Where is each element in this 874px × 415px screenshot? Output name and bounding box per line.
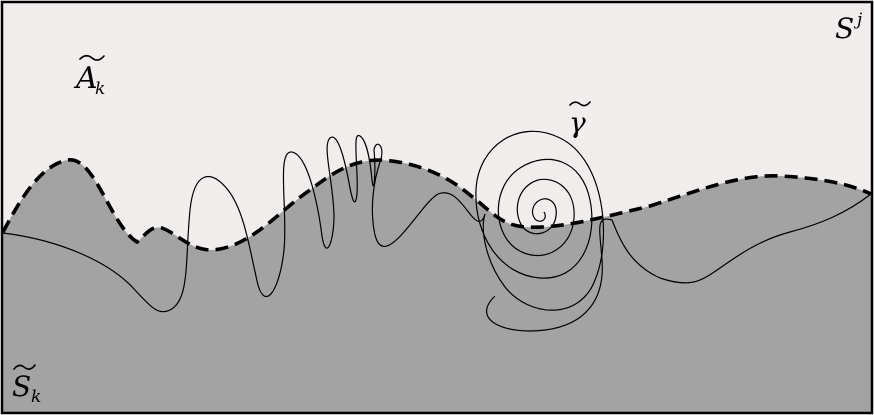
label-curve-base: γ	[569, 106, 586, 139]
label-upper-sub: k	[95, 79, 105, 99]
label-lower-region: S k	[12, 364, 41, 407]
tilde-mark-curve	[569, 101, 591, 107]
label-upper-base: A	[73, 61, 98, 96]
label-upper-region: A k	[73, 54, 105, 99]
region-boundary	[1, 158, 872, 252]
label-ambient-space: S j	[835, 10, 863, 45]
tilde-mark-lower	[13, 364, 36, 370]
tilde-mark-upper	[79, 54, 105, 61]
label-lower-sub: k	[31, 387, 41, 407]
curve-gamma-tail	[486, 193, 872, 332]
lower-region	[3, 159, 871, 412]
curve-gamma-spiral	[475, 130, 604, 311]
label-ambient-sup: j	[853, 10, 863, 30]
label-ambient-base: S	[835, 12, 854, 45]
label-lower-base: S	[12, 370, 31, 403]
label-curve: γ	[569, 101, 591, 139]
curve-gamma	[2, 134, 486, 313]
